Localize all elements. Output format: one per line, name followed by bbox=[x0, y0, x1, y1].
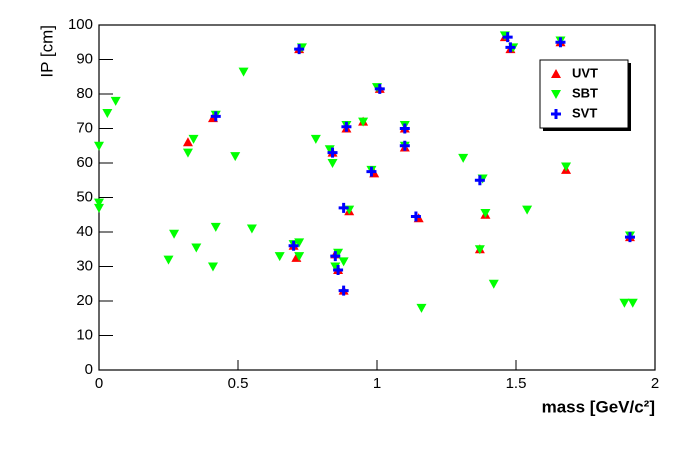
point bbox=[555, 37, 566, 48]
point bbox=[366, 166, 377, 177]
x-tick-label: 0 bbox=[95, 375, 103, 392]
y-tick-label: 80 bbox=[76, 85, 93, 102]
point bbox=[330, 251, 341, 262]
point bbox=[210, 222, 221, 232]
point bbox=[94, 198, 104, 208]
point bbox=[230, 152, 241, 162]
point bbox=[480, 209, 491, 219]
point bbox=[458, 153, 469, 163]
x-tick-label: 0.5 bbox=[228, 375, 249, 392]
point bbox=[310, 134, 321, 144]
legend-marker bbox=[551, 109, 561, 119]
point bbox=[358, 117, 369, 127]
point bbox=[338, 257, 349, 267]
point bbox=[474, 245, 485, 255]
legend-label: UVT bbox=[572, 65, 598, 80]
y-tick-label: 60 bbox=[76, 154, 93, 171]
y-tick-label: 90 bbox=[76, 50, 93, 67]
point bbox=[246, 224, 257, 234]
y-tick-label: 70 bbox=[76, 119, 93, 136]
point bbox=[399, 140, 410, 151]
point bbox=[399, 123, 410, 134]
point bbox=[288, 240, 299, 251]
point bbox=[338, 202, 349, 213]
point bbox=[188, 134, 199, 144]
point bbox=[410, 211, 421, 222]
legend-marker bbox=[551, 90, 561, 99]
point bbox=[338, 285, 349, 296]
point bbox=[627, 298, 638, 308]
point bbox=[274, 252, 285, 262]
point bbox=[327, 159, 338, 168]
point bbox=[238, 67, 249, 77]
point bbox=[619, 298, 630, 308]
point bbox=[374, 83, 385, 94]
point bbox=[294, 238, 305, 248]
legend-label: SBT bbox=[572, 85, 598, 100]
point bbox=[522, 205, 533, 215]
y-axis-label: IP [cm] bbox=[37, 25, 56, 78]
point bbox=[327, 147, 338, 158]
y-tick-label: 40 bbox=[76, 223, 93, 240]
point bbox=[294, 252, 305, 262]
point bbox=[207, 262, 218, 272]
point bbox=[488, 279, 499, 289]
point bbox=[333, 248, 344, 258]
point bbox=[294, 44, 305, 55]
legend-marker bbox=[551, 69, 561, 78]
legend-label: SVT bbox=[572, 105, 597, 120]
point bbox=[474, 175, 485, 186]
point bbox=[330, 262, 341, 272]
point bbox=[191, 243, 202, 253]
point bbox=[182, 137, 193, 147]
y-tick-label: 100 bbox=[68, 16, 93, 33]
point bbox=[324, 145, 335, 155]
point bbox=[502, 32, 513, 43]
point bbox=[561, 162, 572, 172]
point bbox=[94, 141, 104, 151]
point bbox=[333, 264, 344, 275]
point bbox=[163, 255, 174, 265]
point bbox=[102, 108, 113, 118]
point bbox=[94, 203, 104, 213]
y-tick-label: 10 bbox=[76, 326, 93, 343]
point bbox=[110, 96, 121, 106]
point bbox=[341, 121, 352, 132]
y-tick-label: 0 bbox=[85, 361, 93, 378]
y-tick-label: 20 bbox=[76, 292, 93, 309]
x-tick-label: 1 bbox=[373, 375, 381, 392]
point bbox=[169, 229, 180, 239]
x-tick-label: 2 bbox=[651, 375, 659, 392]
point bbox=[505, 42, 516, 53]
point bbox=[416, 303, 427, 313]
y-tick-label: 30 bbox=[76, 257, 93, 274]
point bbox=[210, 111, 221, 122]
point bbox=[624, 232, 635, 243]
x-tick-label: 1.5 bbox=[506, 375, 527, 392]
y-tick-label: 50 bbox=[76, 188, 93, 205]
x-axis-label: mass [GeV/c²] bbox=[542, 397, 655, 416]
point bbox=[182, 148, 193, 158]
